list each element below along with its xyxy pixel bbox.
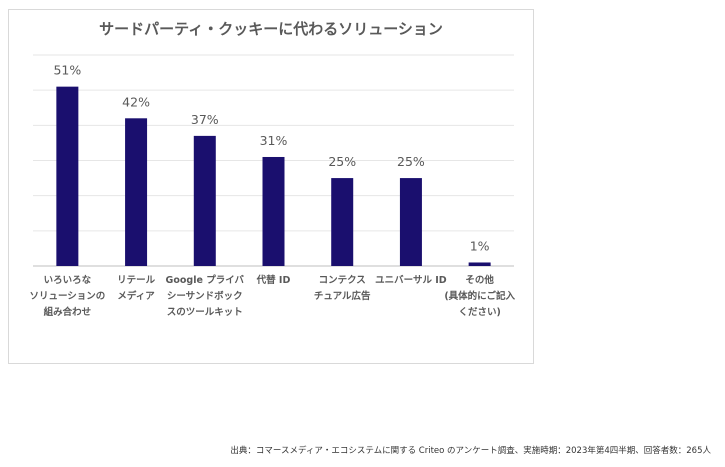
- value-label: 31%: [260, 133, 288, 148]
- bar: [56, 86, 79, 267]
- category-label: その他: [465, 274, 494, 286]
- category-label: スのツールキット: [167, 307, 243, 318]
- value-label: 51%: [53, 63, 81, 78]
- category-label: いろいろな: [44, 275, 92, 286]
- bar: [125, 118, 148, 266]
- value-labels: 51% 42% 37% 31% 25% 25% 1%: [53, 63, 489, 254]
- value-label: 1%: [470, 238, 490, 253]
- category-label: リテール: [117, 275, 156, 286]
- category-label: (具体的にご記入: [444, 290, 515, 302]
- category-label: コンテクス: [319, 275, 366, 286]
- category-label: ソリューションの: [29, 291, 105, 302]
- chart-frame: サードパーティ・クッキーに代わるソリューション 51% 42% 37% 31% 25% 2…: [8, 9, 534, 364]
- bar-chart: サードパーティ・クッキーに代わるソリューション 51% 42% 37% 31% 25% 2…: [29, 20, 515, 318]
- category-label: 組み合わせ: [44, 306, 92, 318]
- category-label: ください): [458, 307, 500, 318]
- category-label: Google プライバ: [166, 274, 245, 286]
- category-label: 代替 ID: [256, 274, 291, 286]
- category-label: メディア: [117, 290, 155, 302]
- source-note: 出典：コマースメディア・エコシステムに関する Criteo のアンケート調査、実…: [230, 446, 711, 456]
- category-label: ユニバーサル ID: [375, 274, 447, 286]
- bar: [331, 178, 354, 266]
- value-label: 37%: [191, 112, 219, 127]
- bar: [193, 135, 216, 266]
- value-label: 42%: [122, 94, 150, 109]
- category-label: シーサンドボック: [167, 290, 243, 302]
- bar: [262, 156, 285, 266]
- bar: [399, 178, 422, 266]
- bars: [56, 86, 491, 267]
- value-label: 25%: [397, 154, 425, 169]
- chart-title: サードパーティ・クッキーに代わるソリューション: [99, 20, 443, 38]
- value-label: 25%: [328, 154, 356, 169]
- category-label: チュアル広告: [314, 290, 371, 302]
- bar: [468, 262, 491, 266]
